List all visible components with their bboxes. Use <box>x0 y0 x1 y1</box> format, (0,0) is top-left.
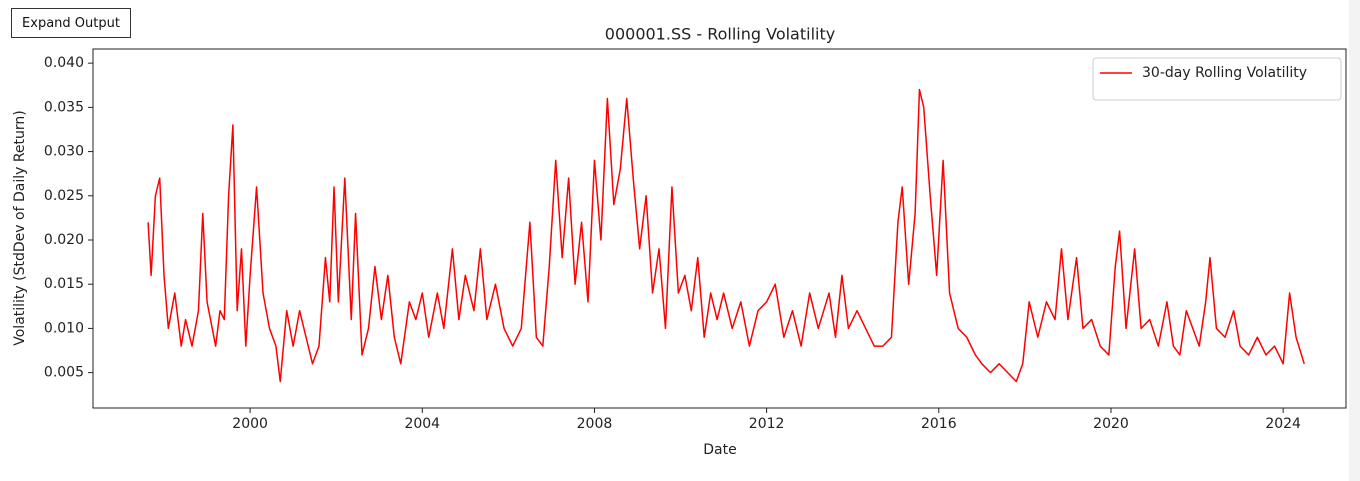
chart-title: 000001.SS - Rolling Volatility <box>605 25 835 44</box>
scrollbar-track <box>1349 0 1360 481</box>
data-line <box>147 88 1305 383</box>
x-axis-label: Date <box>703 442 736 458</box>
y-tick-label: 0.010 <box>44 320 84 336</box>
y-tick-label: 0.020 <box>44 232 84 248</box>
y-tick-label: 0.005 <box>44 365 84 381</box>
plot-frame <box>92 48 1347 409</box>
x-tick-label: 2016 <box>921 416 957 432</box>
y-tick-label: 0.015 <box>44 276 84 292</box>
legend-box <box>1092 57 1342 101</box>
y-tick-label: 0.025 <box>44 188 84 204</box>
x-tick-label: 2024 <box>1265 416 1301 432</box>
x-tick-label: 2004 <box>404 416 440 432</box>
x-tick-label: 2000 <box>232 416 268 432</box>
y-tick-label: 0.030 <box>44 144 84 160</box>
y-axis-label: Volatility (StdDev of Daily Return) <box>12 110 28 346</box>
y-tick-label: 0.040 <box>44 55 84 71</box>
legend-label: 30-day Rolling Volatility <box>1142 65 1307 81</box>
x-tick-label: 2008 <box>577 416 613 432</box>
y-tick-label: 0.035 <box>44 99 84 115</box>
expand-output-button[interactable]: Expand Output <box>11 8 131 38</box>
x-tick-label: 2020 <box>1093 416 1129 432</box>
x-tick-label: 2012 <box>749 416 785 432</box>
